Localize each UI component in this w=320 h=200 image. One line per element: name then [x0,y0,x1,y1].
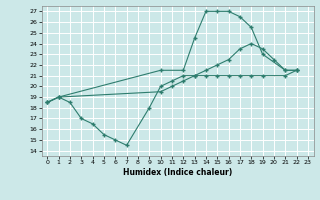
X-axis label: Humidex (Indice chaleur): Humidex (Indice chaleur) [123,168,232,177]
